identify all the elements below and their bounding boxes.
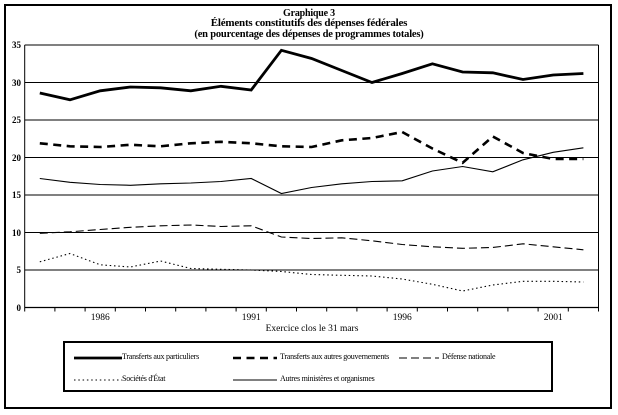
y-axis-tick-label: 10 — [12, 227, 21, 238]
chart-title-line2: Éléments constitutifs des dépenses fédér… — [210, 17, 408, 29]
legend-line-sample-dashed — [399, 357, 439, 359]
chart-title-line1: Graphique 3 — [283, 8, 335, 19]
y-axis-tick-label: 25 — [12, 115, 21, 125]
y-axis-tick-label: 20 — [12, 152, 21, 163]
series-line-solid — [39, 147, 584, 195]
series-line-thick-solid — [39, 48, 584, 102]
chart-plot-area — [24, 44, 599, 312]
figure-outer-border — [4, 4, 612, 409]
legend-label: Défense nationale — [442, 352, 496, 361]
series-line-dashed — [39, 224, 584, 251]
legend-label: Transferts aux autres gouvernements — [280, 352, 389, 361]
legend-line-sample-solid — [233, 379, 277, 381]
chart-title-line3: (en pourcentage des dépenses de programm… — [194, 29, 424, 40]
x-axis-tick-label: 1986 — [90, 313, 110, 323]
x-axis-tick-label: 2001 — [543, 313, 563, 323]
legend-line-sample-thick-solid — [74, 356, 122, 360]
x-axis-tick-label: 1991 — [241, 313, 261, 323]
legend-line-sample-thick-dashed — [233, 356, 277, 360]
x-axis-title: Exercice clos le 31 mars — [265, 324, 359, 334]
legend-label: Autres ministères et organismes — [280, 374, 375, 383]
y-axis-tick-label: 30 — [12, 77, 21, 88]
x-axis-tick-label: 1996 — [392, 313, 412, 323]
series-line-dotted — [39, 252, 584, 292]
y-axis-tick-label: 0 — [16, 302, 22, 313]
y-axis-tick-label: 5 — [16, 265, 22, 275]
legend-line-sample-dotted — [74, 379, 122, 381]
legend-label: Transferts aux particuliers — [122, 352, 199, 361]
legend-label: Sociétés d'État — [122, 374, 166, 383]
series-line-thick-dashed — [39, 130, 584, 165]
y-axis-tick-label: 35 — [12, 40, 21, 50]
legend: Transferts aux particuliers Transferts a… — [63, 341, 553, 392]
y-axis-tick-label: 15 — [12, 190, 21, 200]
